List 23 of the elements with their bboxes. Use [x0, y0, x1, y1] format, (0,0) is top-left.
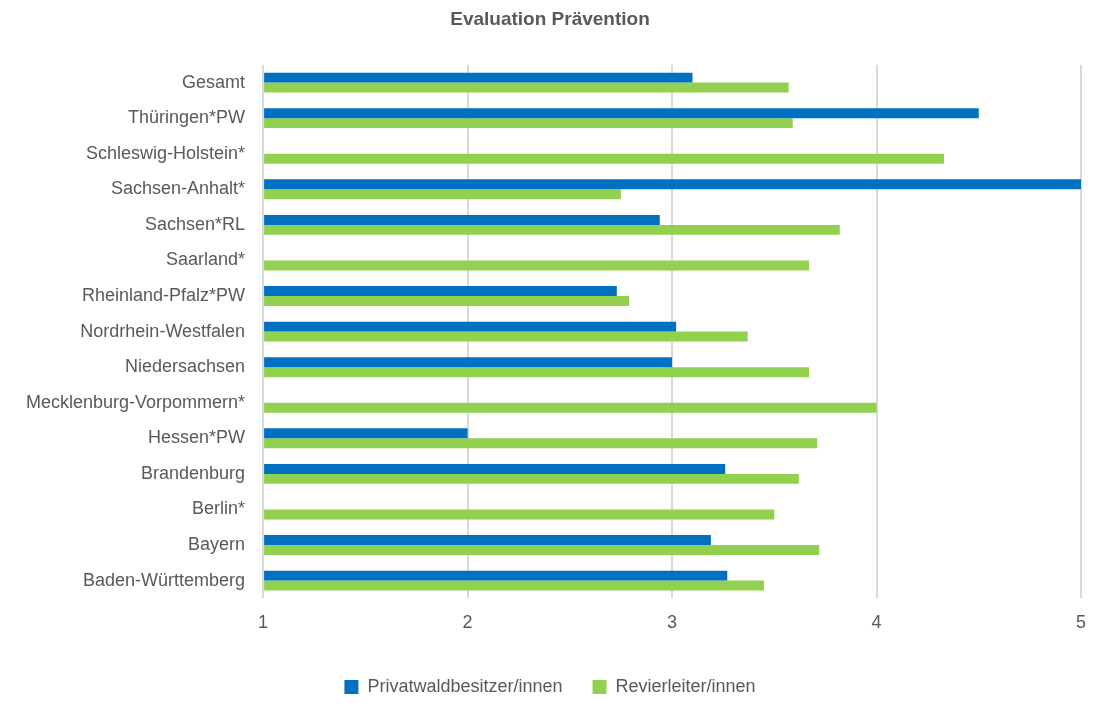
y-tick-label: Bayern	[188, 534, 246, 555]
x-tick-label: 4	[871, 612, 882, 633]
y-tick-label: Baden-Württemberg	[83, 569, 246, 590]
x-tick-label: 5	[1075, 612, 1086, 633]
y-tick-label: Brandenburg	[141, 462, 246, 483]
y-tick-label: Sachsen*RL	[145, 213, 246, 234]
y-tick-label: Berlin*	[192, 498, 246, 519]
y-tick-label: Sachsen-Anhalt*	[111, 178, 246, 199]
y-tick-label: Hessen*PW	[148, 427, 246, 448]
y-tick-label: Thüringen*PW	[128, 107, 246, 128]
y-tick-label: Rheinland-Pfalz*PW	[82, 285, 246, 305]
y-tick-label: Mecklenburg-Vorpommern*	[26, 391, 246, 412]
y-tick-label: Nordrhein-Westfalen	[80, 320, 246, 341]
y-tick-label: Niedersachsen	[125, 356, 246, 377]
y-tick-label: Schleswig-Holstein*	[86, 142, 246, 163]
legend-label: Privatwaldbesitzer/innen	[367, 675, 563, 696]
y-tick-label: Gesamt	[182, 71, 246, 92]
x-tick-label: 2	[462, 612, 473, 633]
x-tick-label: 3	[667, 612, 678, 633]
legend-label: Revierleiter/innen	[615, 675, 756, 696]
chart-title: Evaluation Prävention	[450, 7, 650, 29]
x-tick-label: 1	[258, 612, 269, 633]
y-tick-label: Saarland*	[166, 249, 246, 270]
